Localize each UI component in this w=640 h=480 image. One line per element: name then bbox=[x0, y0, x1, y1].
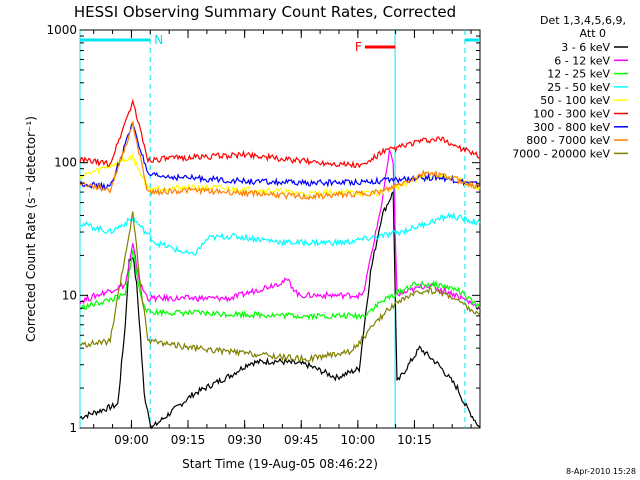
flag-label-F: F bbox=[355, 40, 362, 54]
flag-label-N: N bbox=[154, 33, 163, 47]
series-line-3 bbox=[79, 211, 481, 256]
x-tick-label-2: 09:30 bbox=[227, 433, 262, 447]
x-axis-label: Start Time (19-Aug-05 08:46:22) bbox=[182, 457, 378, 471]
date-stamp: 8-Apr-2010 15:28 bbox=[566, 467, 636, 476]
plot-frame bbox=[79, 29, 481, 429]
series-line-4 bbox=[79, 152, 481, 198]
legend-label-4: 50 - 100 keV bbox=[540, 94, 610, 107]
legend-label-3: 25 - 50 keV bbox=[547, 81, 610, 94]
y-tick-label-3: 1000 bbox=[46, 23, 77, 37]
y-axis: 1 10 100 1000 bbox=[46, 23, 480, 435]
y-tick-label-1: 10 bbox=[62, 288, 77, 302]
series-line-8 bbox=[79, 211, 481, 364]
chart-title: HESSI Observing Summary Count Rates, Cor… bbox=[74, 3, 456, 21]
x-tick-label-1: 09:15 bbox=[171, 433, 206, 447]
y-tick-label-2: 100 bbox=[54, 156, 77, 170]
x-tick-label-4: 10:00 bbox=[341, 433, 376, 447]
legend-label-0: 3 - 6 keV bbox=[561, 41, 610, 54]
series-lines bbox=[79, 98, 481, 430]
series-line-6 bbox=[79, 123, 481, 191]
x-axis: 09:00 09:15 09:30 09:45 10:00 10:15 bbox=[93, 30, 472, 447]
legend-label-7: 800 - 7000 keV bbox=[526, 134, 610, 147]
legend-header-line-1: Det 1,3,4,5,6,9, bbox=[540, 14, 626, 27]
series-line-5 bbox=[79, 98, 481, 169]
legend-label-8: 7000 - 20000 keV bbox=[512, 147, 610, 160]
y-axis-label: Corrected Count Rate (s⁻¹ detector⁻¹) bbox=[24, 116, 38, 342]
y-tick-label-0: 1 bbox=[69, 421, 77, 435]
series-line-1 bbox=[79, 148, 481, 311]
x-tick-label-0: 09:00 bbox=[114, 433, 149, 447]
legend-label-2: 12 - 25 keV bbox=[547, 68, 610, 81]
series-line-7 bbox=[79, 121, 481, 201]
x-tick-label-3: 09:45 bbox=[284, 433, 319, 447]
legend-label-5: 100 - 300 keV bbox=[533, 108, 610, 121]
legend-header-line-2: Att 0 bbox=[580, 27, 606, 40]
series-line-2 bbox=[79, 249, 481, 321]
x-tick-label-5: 10:15 bbox=[397, 433, 432, 447]
legend-label-1: 6 - 12 keV bbox=[554, 54, 610, 67]
series-line-0 bbox=[79, 190, 481, 430]
legend-label-6: 300 - 800 keV bbox=[533, 121, 610, 134]
